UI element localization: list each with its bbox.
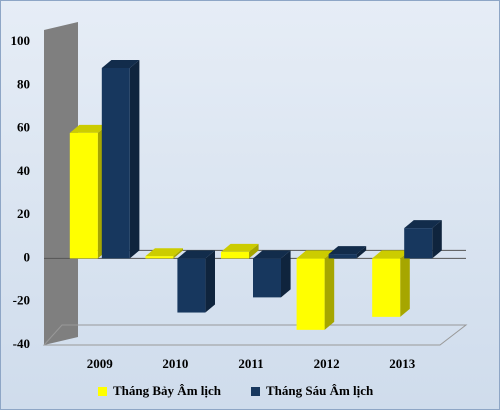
bar-front	[145, 256, 174, 259]
bar	[221, 243, 259, 259]
y-tick-label: 100	[11, 33, 31, 48]
bar-top	[372, 250, 410, 259]
bar-top	[404, 220, 442, 229]
bar-side	[249, 243, 259, 259]
bar-top	[296, 250, 335, 259]
y-tick-label: 80	[17, 76, 30, 91]
legend-label: Tháng Sáu Âm lịch	[266, 383, 374, 398]
bar-side	[432, 220, 442, 259]
bar-top	[177, 250, 215, 259]
bar-front	[101, 67, 130, 259]
bar	[145, 248, 183, 259]
x-tick-label: 2009	[87, 356, 114, 371]
bar-top	[101, 59, 140, 68]
floor	[42, 324, 468, 346]
bar-side	[281, 250, 291, 298]
x-tick-label: 2011	[238, 356, 263, 371]
bar-front	[177, 258, 206, 313]
legend-swatch	[251, 387, 260, 396]
x-tick-label: 2013	[389, 356, 416, 371]
y-tick-label: 60	[17, 120, 30, 135]
bar-side	[205, 250, 215, 313]
bar	[372, 250, 410, 317]
y-tick-label: -40	[13, 336, 30, 351]
bar-front	[296, 258, 325, 330]
bar-top	[221, 243, 259, 252]
bar-top	[253, 250, 291, 259]
bar-side	[129, 59, 140, 259]
y-tick-label: -20	[13, 293, 30, 308]
bar	[69, 124, 108, 259]
bar-side	[356, 246, 367, 259]
bar-front	[69, 132, 98, 259]
bar	[296, 250, 335, 330]
bar-front	[404, 228, 433, 259]
bar	[101, 59, 140, 259]
bar-top	[328, 246, 367, 255]
bar	[177, 250, 215, 313]
bar	[328, 246, 367, 259]
legend-label: Tháng Bảy Âm lịch	[113, 383, 222, 398]
bar	[253, 250, 291, 298]
bar	[404, 220, 442, 259]
bar-side	[400, 250, 410, 317]
bar-top	[69, 124, 108, 133]
y-tick-label: 0	[24, 249, 31, 264]
x-tick-label: 2012	[314, 356, 340, 371]
bar-front	[328, 254, 357, 259]
y-tick-label: 40	[17, 163, 30, 178]
x-tick-label: 2010	[162, 356, 188, 371]
bar-front	[253, 258, 281, 298]
bar-front	[372, 258, 401, 317]
bar-side	[173, 248, 183, 259]
legend-swatch	[98, 387, 107, 396]
bar-front	[221, 251, 249, 259]
y-tick-label: 20	[17, 206, 30, 221]
bar-side	[324, 250, 335, 330]
bar-top	[145, 248, 183, 257]
side-wall	[44, 22, 78, 345]
